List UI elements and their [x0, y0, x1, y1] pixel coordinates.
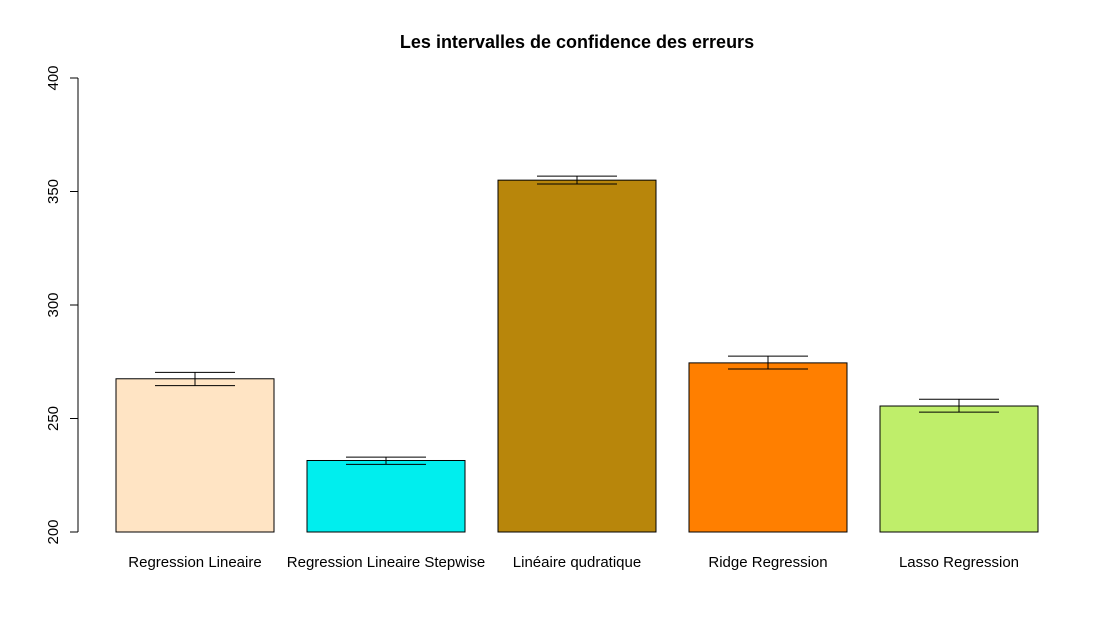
- category-label: Regression Lineaire: [128, 554, 261, 571]
- bar: [879, 405, 1039, 533]
- y-tick-label: 250: [45, 406, 62, 431]
- bar: [115, 378, 275, 533]
- bars: [115, 179, 1039, 533]
- bar: [306, 459, 466, 533]
- bar: [497, 179, 657, 533]
- bar: [688, 362, 848, 533]
- category-label: Ridge Regression: [708, 554, 827, 571]
- category-label: Regression Lineaire Stepwise: [287, 554, 485, 571]
- category-labels: Regression Lineaire Regression Lineaire S…: [128, 554, 1019, 571]
- category-label: Linéaire qudratique: [513, 554, 641, 571]
- chart-title: Les intervalles de confidence des erreur…: [400, 32, 754, 52]
- y-axis: 200 250 300 350 400: [45, 65, 79, 545]
- y-tick-label: 400: [45, 65, 62, 90]
- error-bars: [155, 175, 999, 465]
- y-tick-label: 350: [45, 179, 62, 204]
- y-tick-label: 200: [45, 519, 62, 544]
- y-tick-label: 300: [45, 292, 62, 317]
- category-label: Lasso Regression: [899, 554, 1019, 571]
